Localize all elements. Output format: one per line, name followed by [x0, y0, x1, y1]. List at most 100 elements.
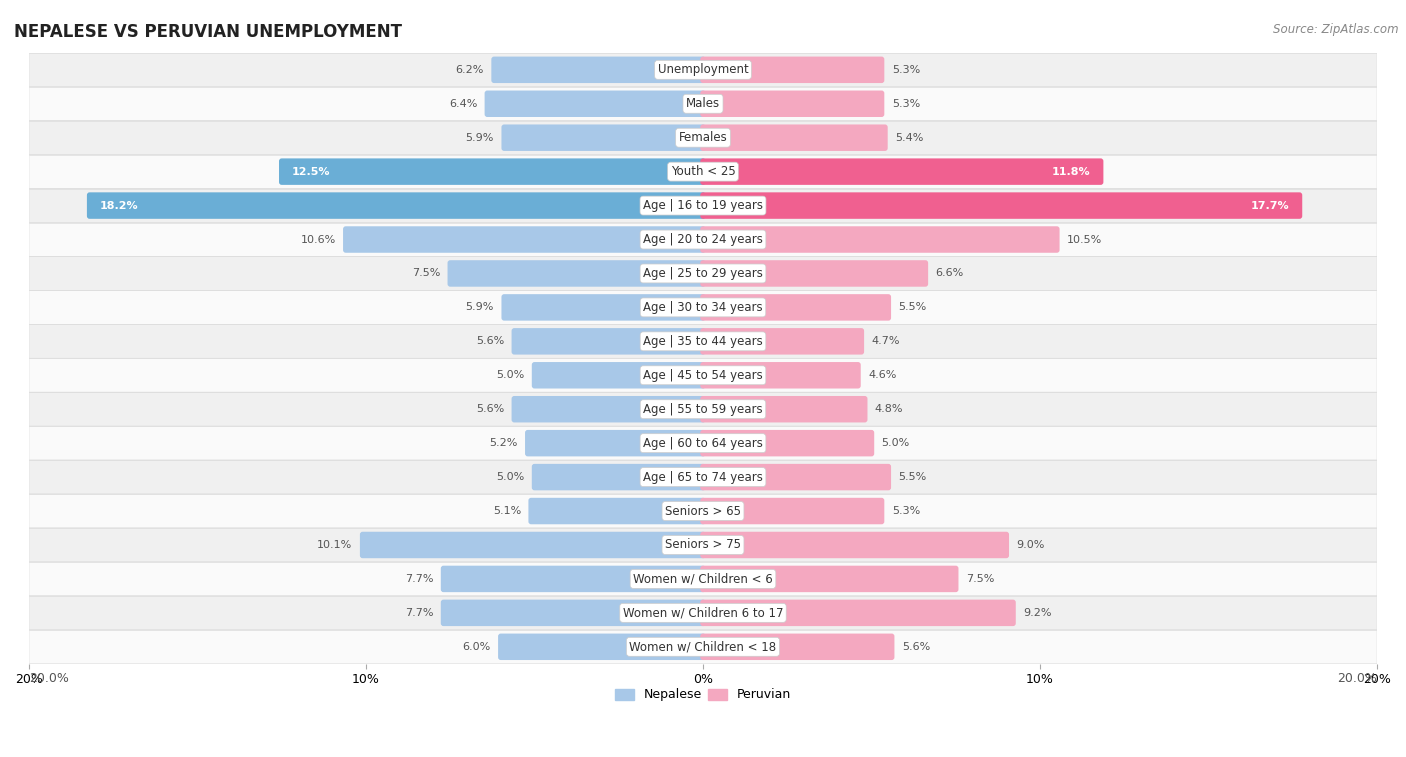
- Text: Males: Males: [686, 97, 720, 111]
- Legend: Nepalese, Peruvian: Nepalese, Peruvian: [610, 684, 796, 706]
- Text: Women w/ Children 6 to 17: Women w/ Children 6 to 17: [623, 606, 783, 619]
- FancyBboxPatch shape: [87, 192, 706, 219]
- FancyBboxPatch shape: [30, 494, 1376, 528]
- FancyBboxPatch shape: [30, 87, 1376, 120]
- Text: Source: ZipAtlas.com: Source: ZipAtlas.com: [1274, 23, 1399, 36]
- Text: 5.1%: 5.1%: [492, 506, 522, 516]
- Text: 4.8%: 4.8%: [875, 404, 904, 414]
- Text: 6.0%: 6.0%: [463, 642, 491, 652]
- FancyBboxPatch shape: [30, 392, 1376, 426]
- FancyBboxPatch shape: [30, 223, 1376, 257]
- FancyBboxPatch shape: [30, 528, 1376, 562]
- FancyBboxPatch shape: [700, 192, 1302, 219]
- Text: Women w/ Children < 6: Women w/ Children < 6: [633, 572, 773, 585]
- Text: 9.0%: 9.0%: [1017, 540, 1045, 550]
- FancyBboxPatch shape: [30, 257, 1376, 291]
- Text: Females: Females: [679, 131, 727, 144]
- FancyBboxPatch shape: [512, 396, 706, 422]
- FancyBboxPatch shape: [278, 158, 706, 185]
- FancyBboxPatch shape: [512, 328, 706, 354]
- Text: Age | 30 to 34 years: Age | 30 to 34 years: [643, 301, 763, 314]
- FancyBboxPatch shape: [700, 362, 860, 388]
- Text: 18.2%: 18.2%: [100, 201, 138, 210]
- Text: Age | 65 to 74 years: Age | 65 to 74 years: [643, 471, 763, 484]
- FancyBboxPatch shape: [700, 57, 884, 83]
- Text: 10.1%: 10.1%: [318, 540, 353, 550]
- FancyBboxPatch shape: [529, 498, 706, 525]
- Text: 6.4%: 6.4%: [449, 98, 477, 109]
- Text: 20.0%: 20.0%: [1337, 672, 1376, 685]
- FancyBboxPatch shape: [700, 294, 891, 321]
- FancyBboxPatch shape: [441, 600, 706, 626]
- Text: 5.3%: 5.3%: [891, 98, 920, 109]
- Text: 5.9%: 5.9%: [465, 302, 494, 313]
- Text: 5.5%: 5.5%: [898, 302, 927, 313]
- FancyBboxPatch shape: [502, 124, 706, 151]
- FancyBboxPatch shape: [30, 324, 1376, 358]
- FancyBboxPatch shape: [700, 91, 884, 117]
- Text: 5.3%: 5.3%: [891, 506, 920, 516]
- Text: 7.5%: 7.5%: [412, 269, 440, 279]
- Text: 6.6%: 6.6%: [935, 269, 963, 279]
- Text: 7.7%: 7.7%: [405, 608, 433, 618]
- FancyBboxPatch shape: [700, 464, 891, 491]
- Text: 5.4%: 5.4%: [896, 132, 924, 143]
- Text: Seniors > 65: Seniors > 65: [665, 504, 741, 518]
- Text: 10.5%: 10.5%: [1067, 235, 1102, 245]
- FancyBboxPatch shape: [700, 124, 887, 151]
- Text: 5.0%: 5.0%: [496, 370, 524, 380]
- Text: Unemployment: Unemployment: [658, 64, 748, 76]
- Text: 20.0%: 20.0%: [30, 672, 69, 685]
- Text: 5.0%: 5.0%: [882, 438, 910, 448]
- Text: Age | 55 to 59 years: Age | 55 to 59 years: [643, 403, 763, 416]
- Text: 9.2%: 9.2%: [1024, 608, 1052, 618]
- FancyBboxPatch shape: [700, 430, 875, 456]
- Text: Age | 25 to 29 years: Age | 25 to 29 years: [643, 267, 763, 280]
- FancyBboxPatch shape: [491, 57, 706, 83]
- Text: Women w/ Children < 18: Women w/ Children < 18: [630, 640, 776, 653]
- FancyBboxPatch shape: [700, 328, 865, 354]
- FancyBboxPatch shape: [30, 291, 1376, 324]
- FancyBboxPatch shape: [360, 531, 706, 558]
- FancyBboxPatch shape: [700, 634, 894, 660]
- FancyBboxPatch shape: [441, 565, 706, 592]
- Text: 5.2%: 5.2%: [489, 438, 517, 448]
- Text: Age | 60 to 64 years: Age | 60 to 64 years: [643, 437, 763, 450]
- Text: 11.8%: 11.8%: [1052, 167, 1091, 176]
- FancyBboxPatch shape: [30, 358, 1376, 392]
- FancyBboxPatch shape: [30, 630, 1376, 664]
- Text: 10.6%: 10.6%: [301, 235, 336, 245]
- Text: 5.5%: 5.5%: [898, 472, 927, 482]
- Text: Age | 35 to 44 years: Age | 35 to 44 years: [643, 335, 763, 347]
- FancyBboxPatch shape: [700, 260, 928, 287]
- Text: NEPALESE VS PERUVIAN UNEMPLOYMENT: NEPALESE VS PERUVIAN UNEMPLOYMENT: [14, 23, 402, 41]
- FancyBboxPatch shape: [531, 464, 706, 491]
- FancyBboxPatch shape: [700, 531, 1010, 558]
- Text: 17.7%: 17.7%: [1251, 201, 1289, 210]
- Text: Age | 20 to 24 years: Age | 20 to 24 years: [643, 233, 763, 246]
- Text: Age | 45 to 54 years: Age | 45 to 54 years: [643, 369, 763, 382]
- FancyBboxPatch shape: [700, 158, 1104, 185]
- FancyBboxPatch shape: [531, 362, 706, 388]
- FancyBboxPatch shape: [30, 53, 1376, 87]
- FancyBboxPatch shape: [30, 426, 1376, 460]
- FancyBboxPatch shape: [700, 565, 959, 592]
- FancyBboxPatch shape: [30, 188, 1376, 223]
- FancyBboxPatch shape: [30, 120, 1376, 154]
- Text: 5.3%: 5.3%: [891, 65, 920, 75]
- Text: Age | 16 to 19 years: Age | 16 to 19 years: [643, 199, 763, 212]
- FancyBboxPatch shape: [485, 91, 706, 117]
- Text: 7.5%: 7.5%: [966, 574, 994, 584]
- Text: 5.9%: 5.9%: [465, 132, 494, 143]
- FancyBboxPatch shape: [498, 634, 706, 660]
- FancyBboxPatch shape: [30, 154, 1376, 188]
- Text: 12.5%: 12.5%: [292, 167, 330, 176]
- Text: 5.0%: 5.0%: [496, 472, 524, 482]
- FancyBboxPatch shape: [502, 294, 706, 321]
- Text: 6.2%: 6.2%: [456, 65, 484, 75]
- FancyBboxPatch shape: [30, 460, 1376, 494]
- FancyBboxPatch shape: [343, 226, 706, 253]
- Text: 4.7%: 4.7%: [872, 336, 900, 347]
- FancyBboxPatch shape: [700, 396, 868, 422]
- Text: Youth < 25: Youth < 25: [671, 165, 735, 178]
